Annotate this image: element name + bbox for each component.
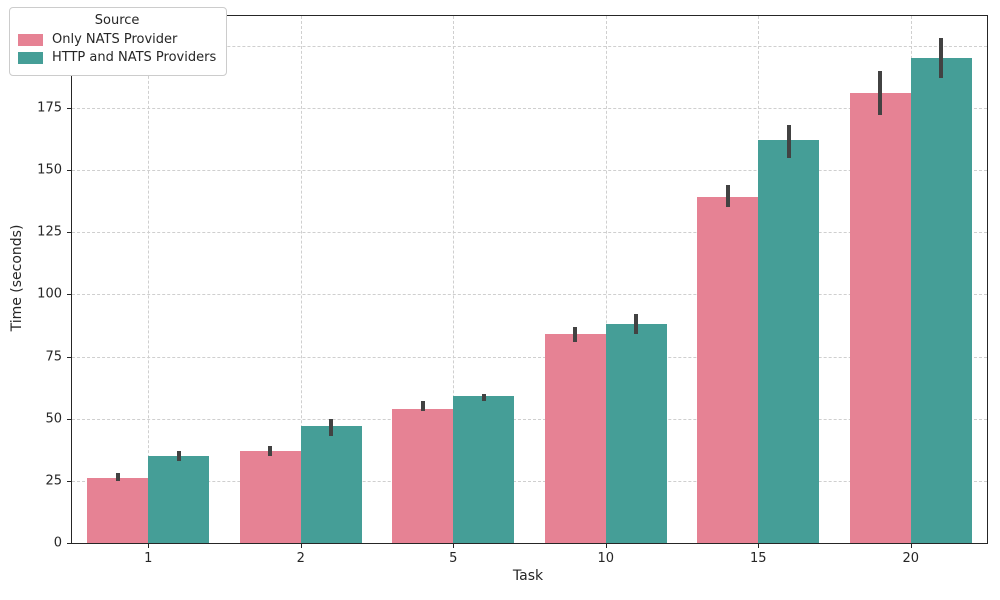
plot-area: 0255075100125150175200125101520 bbox=[37, 15, 988, 566]
error-bar-http-nats-task-10 bbox=[634, 314, 639, 335]
x-tick-mark bbox=[758, 543, 760, 548]
x-tick-mark bbox=[910, 543, 912, 548]
x-tick-label: 10 bbox=[597, 551, 615, 566]
y-gridline bbox=[72, 356, 987, 358]
error-bar-http-nats-task-1 bbox=[176, 451, 181, 461]
bar-http-nats-task-2 bbox=[300, 426, 362, 543]
x-tick-mark bbox=[605, 543, 607, 548]
y-tick-label: 100 bbox=[37, 286, 62, 302]
y-tick-mark bbox=[67, 480, 72, 482]
bar-http-nats-task-15 bbox=[758, 140, 820, 543]
y-axis-title: Time (seconds) bbox=[9, 224, 25, 332]
bar-only-nats-task-1 bbox=[87, 478, 149, 543]
y-gridline bbox=[72, 418, 987, 420]
x-tick-mark bbox=[148, 543, 150, 548]
x-tick-label: 15 bbox=[749, 551, 767, 566]
x-tick-mark bbox=[300, 543, 302, 548]
y-tick-label: 125 bbox=[37, 224, 62, 240]
bar-only-nats-task-2 bbox=[239, 451, 301, 543]
y-tick-label: 0 bbox=[53, 535, 62, 551]
x-tick-label: 1 bbox=[144, 551, 153, 566]
error-bar-only-nats-task-2 bbox=[268, 446, 273, 456]
y-tick-mark bbox=[67, 356, 72, 358]
error-bar-http-nats-task-5 bbox=[481, 393, 486, 402]
y-tick-mark bbox=[67, 232, 72, 234]
y-tick-mark bbox=[67, 294, 72, 296]
bar-only-nats-task-20 bbox=[849, 93, 911, 543]
y-tick-label: 175 bbox=[37, 100, 62, 116]
error-bar-only-nats-task-20 bbox=[878, 70, 883, 116]
y-gridline bbox=[72, 294, 987, 296]
x-gridline bbox=[300, 16, 302, 543]
y-tick-label: 25 bbox=[45, 473, 62, 489]
x-gridline bbox=[605, 16, 607, 543]
error-bar-only-nats-task-5 bbox=[420, 401, 425, 412]
bar-http-nats-task-5 bbox=[453, 396, 515, 543]
bar-http-nats-task-20 bbox=[910, 58, 972, 543]
y-gridline bbox=[72, 232, 987, 234]
legend-label-http-nats: HTTP and NATS Providers bbox=[52, 50, 217, 65]
error-bar-http-nats-task-15 bbox=[786, 125, 791, 158]
y-gridline bbox=[72, 107, 987, 109]
legend: Source Only NATS Provider HTTP and NATS … bbox=[9, 7, 228, 76]
x-tick-label: 2 bbox=[296, 551, 305, 566]
error-bar-only-nats-task-10 bbox=[573, 326, 578, 342]
legend-label-only-nats: Only NATS Provider bbox=[52, 32, 178, 47]
error-bar-http-nats-task-20 bbox=[939, 38, 944, 79]
bar-only-nats-task-10 bbox=[544, 334, 606, 543]
error-bar-only-nats-task-1 bbox=[115, 473, 120, 481]
y-tick-mark bbox=[67, 543, 72, 544]
bar-http-nats-task-1 bbox=[148, 456, 210, 543]
x-gridline bbox=[453, 16, 455, 543]
x-tick-label: 5 bbox=[449, 551, 458, 566]
legend-item-only-nats: Only NATS Provider bbox=[18, 32, 216, 47]
legend-swatch-http-nats bbox=[18, 51, 43, 64]
y-gridline bbox=[72, 170, 987, 172]
y-gridline bbox=[72, 45, 987, 47]
y-gridline bbox=[72, 480, 987, 482]
y-tick-label: 150 bbox=[37, 162, 62, 178]
bar-only-nats-task-5 bbox=[392, 408, 454, 543]
error-bar-only-nats-task-15 bbox=[725, 185, 730, 208]
legend-swatch-only-nats bbox=[18, 33, 43, 46]
legend-title: Source bbox=[94, 13, 140, 28]
y-tick-mark bbox=[67, 418, 72, 420]
bar-only-nats-task-15 bbox=[697, 197, 759, 543]
y-tick-mark bbox=[67, 170, 72, 172]
legend-item-http-nats: HTTP and NATS Providers bbox=[18, 50, 216, 65]
x-gridline bbox=[148, 16, 150, 543]
x-tick-mark bbox=[453, 543, 455, 548]
y-tick-label: 50 bbox=[45, 411, 62, 427]
y-tick-label: 75 bbox=[45, 349, 62, 365]
error-bar-http-nats-task-2 bbox=[329, 418, 334, 437]
bar-http-nats-task-10 bbox=[605, 324, 667, 543]
x-tick-label: 20 bbox=[902, 551, 920, 566]
x-axis-title: Task bbox=[512, 568, 544, 584]
y-tick-mark bbox=[67, 107, 72, 109]
